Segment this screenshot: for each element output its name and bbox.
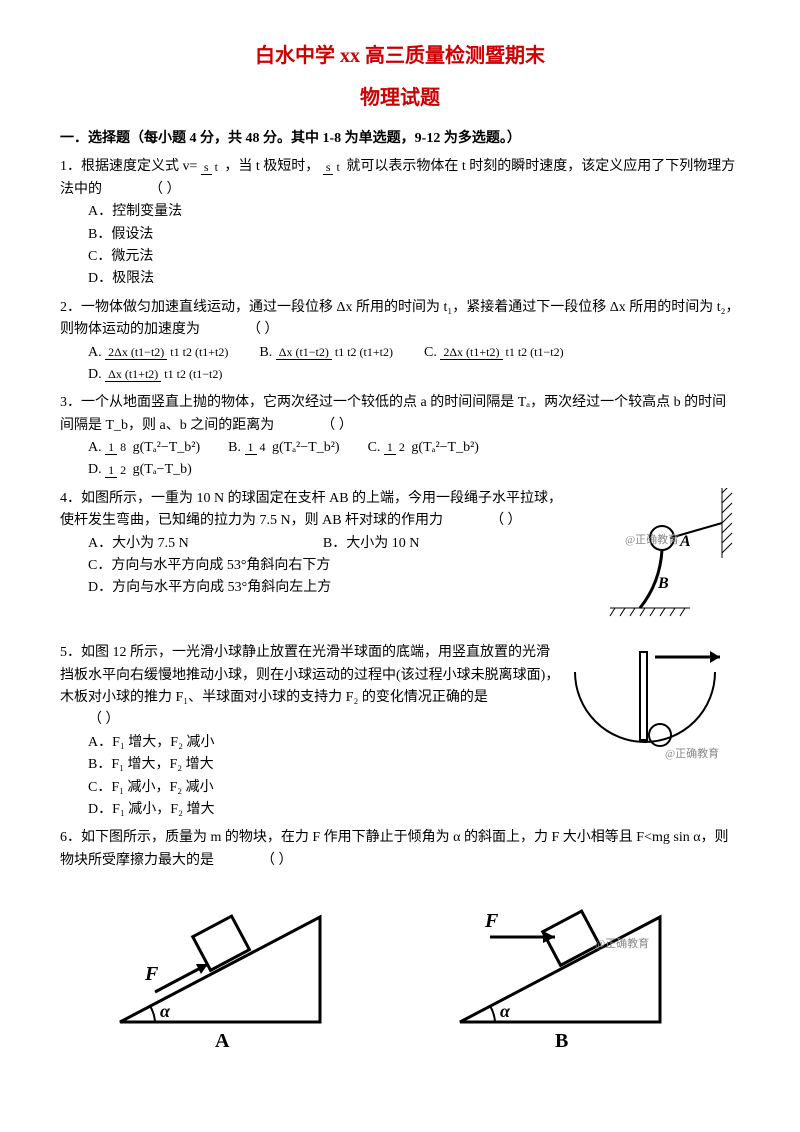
svg-text:@正确教育: @正确教育	[665, 746, 719, 760]
q2-option-d: D. Δx (t1+t2)t1 t2 (t1−t2)	[88, 364, 225, 386]
q1-option-d: D．极限法	[88, 268, 401, 290]
svg-text:A: A	[215, 1030, 230, 1052]
q6-diagram-b: α F @正确教育 B	[440, 882, 700, 1060]
q1-stem-b: ，当 t 极短时，	[224, 159, 319, 174]
question-2: 2．一物体做匀加速直线运动，通过一段位移 Δx 所用的时间为 t₁，紧接着通过下…	[60, 297, 740, 387]
q5-option-a: A．F₁ 增大，F₂ 减小	[88, 732, 315, 754]
q6-diagram-a: α F A	[100, 882, 360, 1060]
question-5: 5．如图 12 所示，一光滑小球静止放置在光滑半球面的底端，用竖直放置的光滑挡板…	[60, 642, 740, 821]
page-title-2: 物理试题	[60, 82, 740, 114]
q4-option-a: A．大小为 7.5 N B．大小为 10 N	[88, 533, 570, 555]
svg-text:F: F	[484, 910, 499, 932]
q4-stem: 4．如图所示，一重为 10 N 的球固定在支杆 AB 的上端，今用一段绳子水平拉…	[60, 491, 562, 528]
q5-stem: 5．如图 12 所示，一光滑小球静止放置在光滑半球面的底端，用竖直放置的光滑挡板…	[60, 645, 559, 705]
q3-option-a: A. 18 g(Tₐ²−T_b²)	[88, 437, 200, 459]
q4-paren: （ ）	[490, 513, 522, 528]
q3-option-d: D. 12 g(Tₐ−T_b)	[88, 459, 192, 481]
q5-paren: （ ）	[60, 709, 560, 731]
svg-text:B: B	[555, 1030, 568, 1052]
q2-paren: （ ）	[247, 322, 279, 337]
q5-option-d: D．F₁ 减小，F₂ 增大	[88, 799, 315, 821]
q1-frac-1: st	[201, 161, 221, 174]
q2-option-a: A. 2Δx (t1−t2)t1 t2 (t1+t2)	[88, 342, 231, 364]
q3-option-c: C. 12 g(Tₐ²−T_b²)	[368, 437, 479, 459]
q3-paren: （ ）	[321, 418, 353, 433]
question-4: 4．如图所示，一重为 10 N 的球固定在支杆 AB 的上端，今用一段绳子水平拉…	[60, 488, 740, 636]
question-3: 3．一个从地面竖直上抛的物体，它两次经过一个较低的点 a 的时间间隔是 Tₐ，两…	[60, 392, 740, 482]
q5-diagram: @正确教育	[560, 642, 740, 800]
q2-option-b: B. Δx (t1−t2)t1 t2 (t1+t2)	[259, 342, 396, 364]
page-title-1: 白水中学 xx 高三质量检测暨期末	[60, 40, 740, 72]
q4-diagram: A @正确教育 B	[570, 488, 740, 636]
q2-option-c: C. 2Δx (t1+t2)t1 t2 (t1−t2)	[424, 342, 567, 364]
q1-frac-2: st	[323, 161, 343, 174]
svg-text:A: A	[679, 533, 691, 550]
q3-option-b: B. 14 g(Tₐ²−T_b²)	[228, 437, 339, 459]
q6-stem: 6．如下图所示，质量为 m 的物块，在力 F 作用下静止于倾角为 α 的斜面上，…	[60, 830, 729, 867]
q4-option-d: D．方向与水平方向成 53°角斜向左上方	[88, 577, 570, 599]
q4-option-c: C．方向与水平方向成 53°角斜向右下方	[88, 555, 570, 577]
q1-option-a: A．控制变量法	[88, 201, 401, 223]
q5-option-c: C．F₁ 减小，F₂ 减小	[88, 777, 315, 799]
q6-paren: （ ）	[261, 853, 293, 868]
svg-text:B: B	[657, 575, 669, 592]
question-6: 6．如下图所示，质量为 m 的物块，在力 F 作用下静止于倾角为 α 的斜面上，…	[60, 827, 740, 1060]
svg-text:α: α	[500, 1001, 511, 1021]
svg-text:F: F	[144, 963, 159, 985]
q1-option-c: C．微元法	[88, 246, 401, 268]
question-1: 1．根据速度定义式 v= st ，当 t 极短时， st 就可以表示物体在 t …	[60, 156, 740, 290]
q1-paren: （ ）	[149, 182, 181, 197]
q1-option-b: B．假设法	[88, 224, 401, 246]
q5-option-b: B．F₁ 增大，F₂ 增大	[88, 754, 315, 776]
svg-text:α: α	[160, 1001, 171, 1021]
section-1-heading: 一．选择题（每小题 4 分，共 48 分。其中 1-8 为单选题，9-12 为多…	[60, 128, 740, 150]
q2-stem: 2．一物体做匀加速直线运动，通过一段位移 Δx 所用的时间为 t₁，紧接着通过下…	[60, 300, 740, 337]
svg-text:@正确教育: @正确教育	[595, 936, 649, 950]
svg-text:@正确教育: @正确教育	[625, 532, 679, 546]
q3-stem: 3．一个从地面竖直上抛的物体，它两次经过一个较低的点 a 的时间间隔是 Tₐ，两…	[60, 395, 726, 432]
q1-stem-a: 1．根据速度定义式 v=	[60, 159, 197, 174]
